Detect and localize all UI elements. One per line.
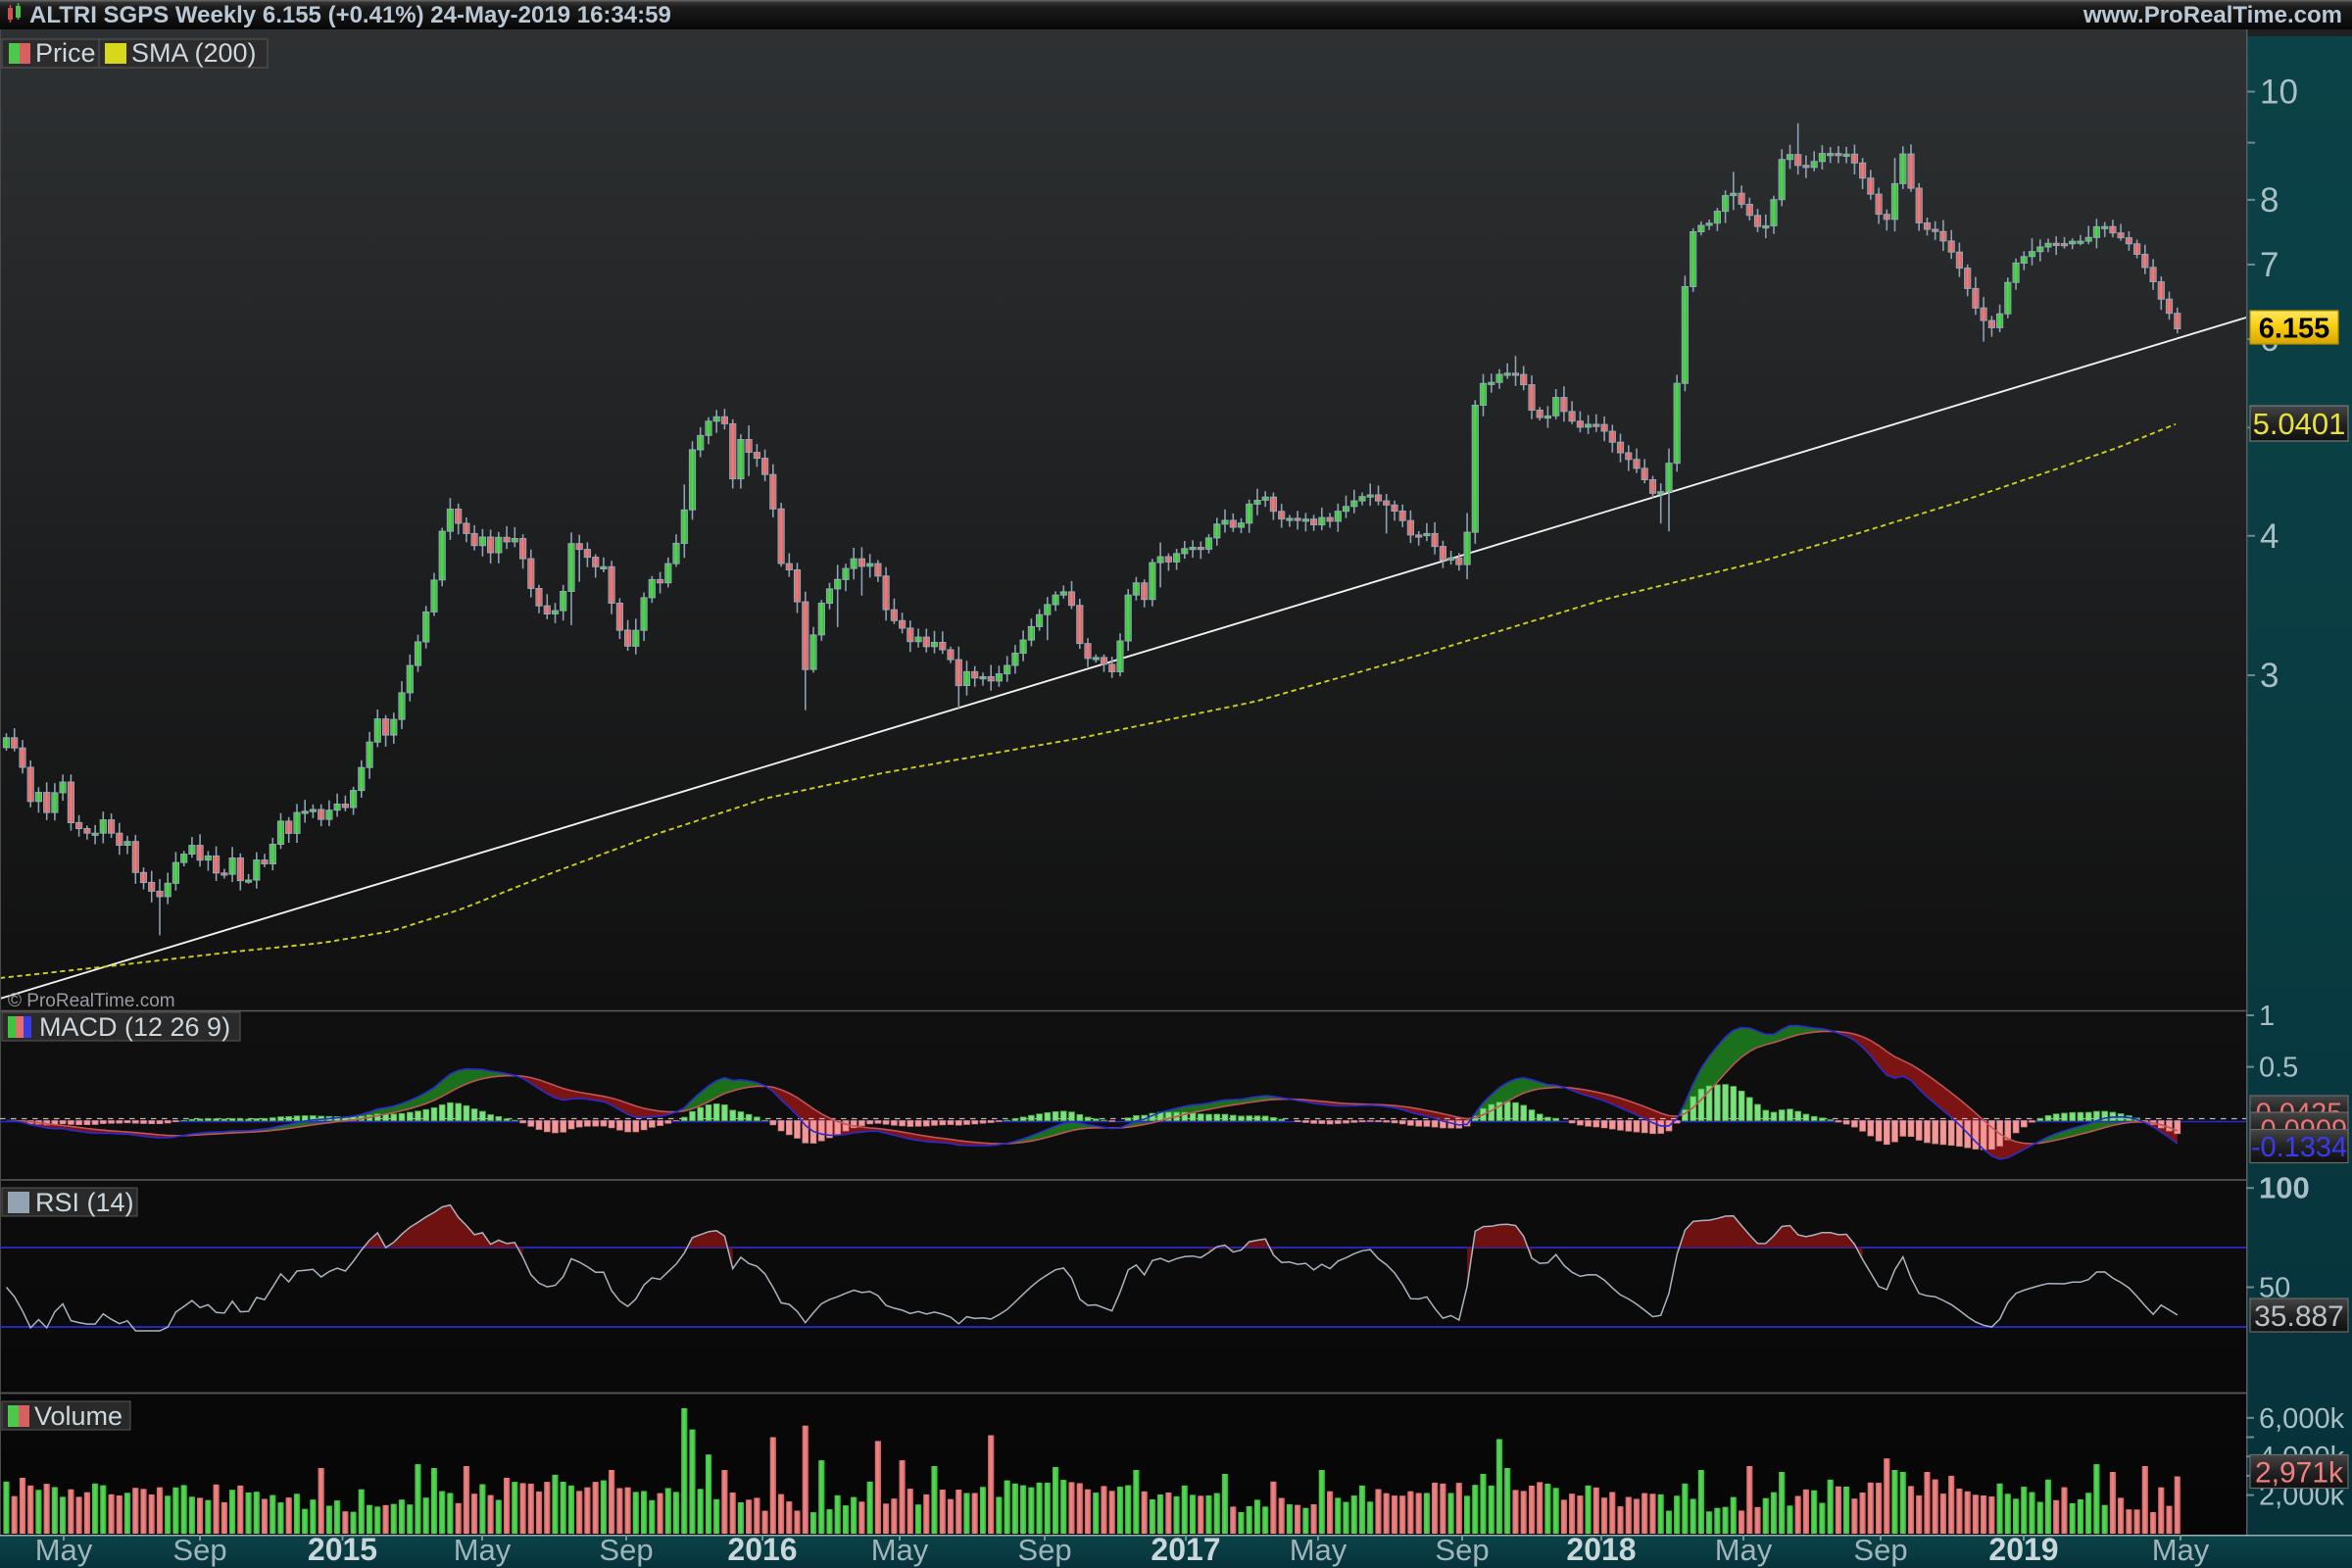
svg-text:2,971k: 2,971k	[2255, 1456, 2344, 1489]
svg-text:© ProRealTime.com: © ProRealTime.com	[8, 991, 175, 1011]
svg-text:RSI (14): RSI (14)	[35, 1188, 134, 1217]
svg-text:6.155: 6.155	[2259, 313, 2330, 344]
svg-text:7: 7	[2260, 246, 2278, 284]
svg-text:-0.1334: -0.1334	[2251, 1132, 2347, 1163]
svg-text:0.5: 0.5	[2259, 1053, 2298, 1084]
svg-text:SMA (200): SMA (200)	[131, 38, 257, 68]
svg-text:35.887: 35.887	[2254, 1300, 2344, 1333]
svg-text:4: 4	[2260, 517, 2278, 556]
svg-text:8: 8	[2260, 181, 2278, 220]
svg-text:Price: Price	[35, 38, 96, 68]
svg-text:6,000k: 6,000k	[2259, 1403, 2345, 1435]
svg-text:10: 10	[2260, 74, 2298, 112]
svg-text:ALTRI SGPS Weekly 6.155 (+0.41: ALTRI SGPS Weekly 6.155 (+0.41%) 24-May-…	[29, 2, 671, 28]
svg-text:MACD (12 26 9): MACD (12 26 9)	[39, 1012, 230, 1042]
svg-text:100: 100	[2259, 1170, 2310, 1204]
svg-text:1: 1	[2259, 1001, 2275, 1032]
svg-text:5.0401: 5.0401	[2253, 407, 2346, 441]
svg-text:Volume: Volume	[34, 1401, 122, 1431]
svg-text:3: 3	[2260, 657, 2278, 695]
svg-text:www.ProRealTime.com: www.ProRealTime.com	[2082, 2, 2342, 28]
